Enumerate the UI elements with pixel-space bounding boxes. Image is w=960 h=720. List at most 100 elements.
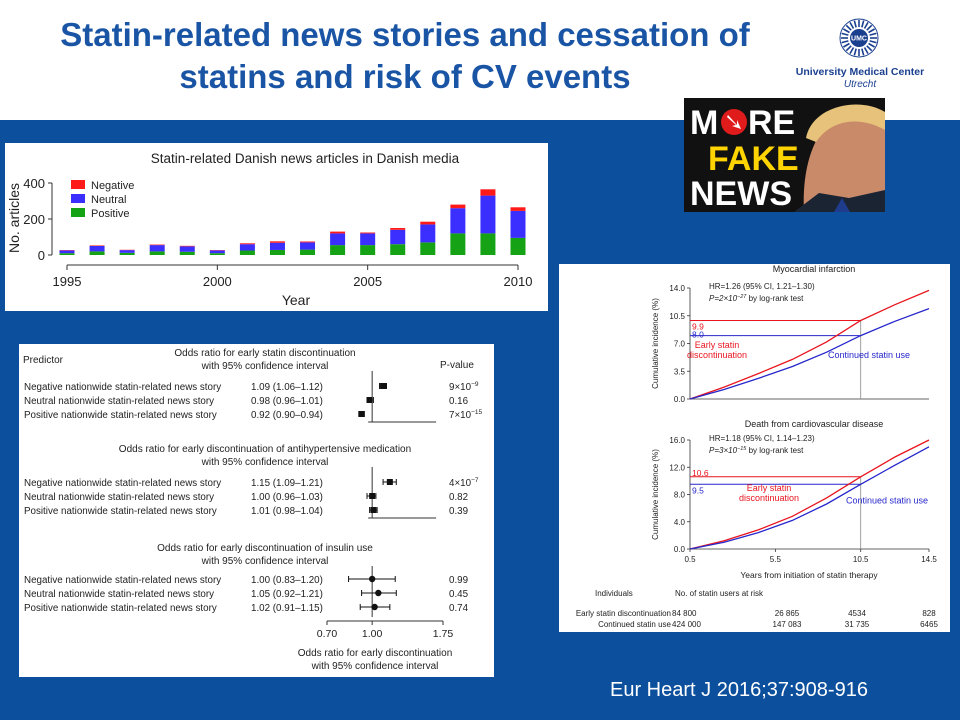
km-x-tick: 14.5 [921,555,937,564]
legend-label-neutral: Neutral [91,194,126,206]
km-x-tick: 10.5 [853,555,869,564]
km-x-axis-label: Years from initiation of statin therapy [740,570,878,580]
forest-row-p: 0.74 [449,603,469,614]
forest-axis-title: Odds ratio for early discontinuation [298,648,453,659]
bar-positive-2010 [510,237,526,255]
face-shape [803,110,885,212]
forest-row-label: Positive nationwide statin-related news … [24,410,217,421]
km-y-tick: 14.0 [669,284,685,293]
forest-row-label: Neutral nationwide statin-related news s… [24,396,214,407]
km-y-tick: 3.5 [674,367,686,376]
red-reference-value: 10.6 [692,468,709,478]
km-y-tick: 7.0 [674,340,686,349]
forest-group-title: Odds ratio for early discontinuation of … [119,444,411,455]
chart-title: Statin-related Danish news articles in D… [151,151,460,166]
bar-negative-2006 [390,228,406,230]
at-risk-value: 26 865 [775,609,800,618]
odds-ratio-forest-plot-panel: Predictor P-value Odds ratio for early s… [19,344,494,677]
bar-negative-2005 [360,232,376,234]
bar-neutral-1999 [179,246,195,252]
forest-axis-tick: 0.70 [317,628,338,640]
predictor-header: Predictor [23,355,64,366]
bar-neutral-2000 [209,250,225,254]
km-x-tick: 5.5 [770,555,782,564]
or-point [369,493,376,499]
logo-line-2: Utrecht [844,79,877,90]
forest-row-label: Positive nationwide statin-related news … [24,603,217,614]
bar-positive-1998 [149,251,165,255]
bar-negative-2007 [420,221,436,225]
km-series-line-early [689,439,930,550]
forest-group-title: Odds ratio for early discontinuation of … [157,543,373,554]
sunburst-icon: UMC [839,18,879,58]
blue-reference-value: 9.5 [692,485,704,495]
forest-row-p: 0.16 [449,396,469,407]
x-tick-label: 2010 [504,274,533,289]
at-risk-value: 6465 [920,620,938,629]
p-value-header: P-value [440,360,474,371]
or-point [358,411,365,417]
at-risk-row-label: Early statin discontinuation [576,609,671,618]
bar-neutral-2006 [390,229,406,245]
chart-legend: Negative Neutral Positive [71,180,134,220]
bar-neutral-1996 [89,246,105,252]
forest-row-label: Neutral nationwide statin-related news s… [24,492,214,503]
forest-axis-tick: 1.75 [433,628,454,640]
km-y-tick: 10.5 [669,312,685,321]
km-y-tick: 12.0 [669,463,685,472]
logo-badge-text: UMC [851,36,867,43]
forest-group-subtitle: with 95% confidence interval [201,457,329,468]
news-text: NEWS [690,175,792,212]
km-label-early: Early statin [695,340,740,350]
forest-row-or: 1.01 (0.98–1.04) [251,506,323,517]
slide-title: Statin-related news stories and cessatio… [0,14,810,98]
y-tick-label: 200 [23,212,45,227]
bar-positive-2009 [480,233,496,255]
forest-axis-subtitle: with 95% confidence interval [311,661,439,672]
legend-swatch-negative [71,180,85,189]
at-risk-value: 147 083 [773,620,802,629]
km-series-line-early [689,289,930,400]
forest-group-subtitle: with 95% confidence interval [201,556,329,567]
legend-swatch-positive [71,208,85,217]
more-text-re: RE [748,104,795,142]
forest-row-or: 1.09 (1.06–1.12) [251,382,323,393]
bar-negative-1999 [179,245,195,247]
bar-positive-2008 [450,233,466,255]
bar-negative-2003 [300,241,316,243]
km-y-tick: 16.0 [669,436,685,445]
logo-line-1: University Medical Center [796,66,924,78]
or-point [375,589,382,597]
slide-title-line-2: statins and risk of CV events [179,58,631,95]
bar-negative-2001 [239,243,255,245]
forest-row-label: Negative nationwide statin-related news … [24,575,221,586]
km-label-early: Early statin [747,483,792,493]
km-series-line-continued [689,307,930,400]
forest-row-label: Negative nationwide statin-related news … [24,382,221,393]
bar-negative-1996 [89,245,105,246]
km-y-tick: 8.0 [674,491,686,500]
or-point [386,479,393,485]
km-hr-text: HR=1.26 (95% CI, 1.21–1.30) [709,282,815,291]
news-articles-chart-panel: Statin-related Danish news articles in D… [5,143,548,311]
bar-neutral-2009 [480,195,496,234]
forest-row-label: Neutral nationwide statin-related news s… [24,589,214,600]
km-label-continued: Continued statin use [828,350,910,360]
bar-neutral-2007 [420,224,436,243]
bar-neutral-2003 [300,242,316,250]
km-y-tick: 0.0 [674,395,686,404]
forest-row-label: Positive nationwide statin-related news … [24,506,217,517]
bar-positive-1997 [119,252,135,255]
umc-utrecht-logo: UMC University Medical Center Utrecht [796,18,924,90]
odds-ratio-forest-plot: Predictor P-value Odds ratio for early s… [23,348,482,672]
forest-row-or: 1.02 (0.91–1.15) [251,603,323,614]
at-risk-value: 84 800 [672,609,697,618]
more-fake-news-image: M RE FAKE NEWS [684,98,885,212]
km-label-continued: Continued statin use [846,495,928,505]
bar-neutral-1997 [119,250,135,253]
km-x-tick: 0.5 [684,555,696,564]
forest-row-p: 4×10−7 [449,477,479,489]
legend-label-negative: Negative [91,180,134,192]
km-y-axis-label: Cumulative incidence (%) [651,449,660,540]
bar-positive-2007 [420,242,436,255]
